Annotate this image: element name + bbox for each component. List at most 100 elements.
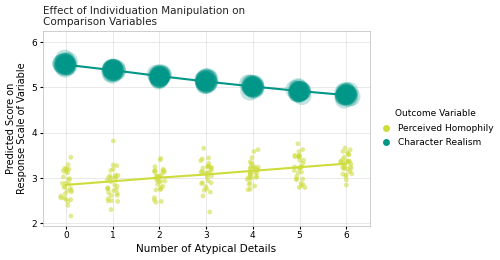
- Point: [160, 170, 168, 174]
- Point: [342, 90, 350, 95]
- X-axis label: Number of Atypical Details: Number of Atypical Details: [136, 244, 276, 255]
- Point: [295, 91, 303, 95]
- Point: [107, 207, 115, 212]
- Point: [347, 162, 355, 166]
- Point: [290, 153, 298, 157]
- Point: [344, 92, 351, 96]
- Point: [156, 71, 164, 75]
- Point: [110, 70, 118, 75]
- Point: [154, 73, 162, 77]
- Point: [340, 161, 348, 165]
- Point: [59, 63, 67, 68]
- Point: [64, 64, 72, 68]
- Point: [294, 154, 302, 159]
- Point: [62, 60, 70, 64]
- Point: [246, 166, 254, 170]
- Point: [112, 187, 120, 192]
- Point: [61, 192, 69, 196]
- Point: [156, 74, 164, 79]
- Point: [249, 86, 257, 90]
- Point: [296, 153, 304, 158]
- Point: [104, 191, 112, 195]
- Point: [106, 168, 114, 173]
- Point: [150, 196, 158, 200]
- Point: [202, 184, 209, 188]
- Point: [197, 170, 205, 174]
- Point: [152, 168, 160, 173]
- Point: [154, 76, 162, 80]
- Point: [208, 168, 216, 172]
- Point: [248, 82, 256, 86]
- Point: [294, 171, 302, 175]
- Point: [156, 73, 164, 77]
- Point: [107, 68, 115, 72]
- Point: [246, 173, 254, 177]
- Point: [204, 81, 212, 85]
- Point: [297, 181, 305, 185]
- Text: Effect of Individuation Manipulation on
Comparison Variables: Effect of Individuation Manipulation on …: [42, 5, 245, 27]
- Point: [339, 157, 347, 161]
- Point: [158, 199, 166, 204]
- Point: [154, 72, 162, 76]
- Point: [104, 176, 112, 180]
- Point: [114, 173, 122, 178]
- Point: [248, 85, 256, 89]
- Point: [290, 168, 298, 172]
- Point: [156, 77, 164, 81]
- Point: [106, 71, 114, 75]
- Point: [298, 177, 306, 181]
- Point: [344, 159, 352, 164]
- Point: [296, 158, 304, 162]
- Point: [342, 94, 350, 98]
- Point: [60, 60, 68, 64]
- Point: [341, 91, 349, 95]
- Point: [108, 68, 116, 72]
- Point: [341, 94, 349, 98]
- Point: [299, 161, 307, 165]
- Point: [64, 199, 72, 204]
- Point: [296, 89, 304, 93]
- Point: [110, 68, 118, 72]
- Point: [252, 174, 260, 179]
- Point: [153, 177, 161, 181]
- Point: [64, 59, 72, 63]
- Point: [202, 187, 210, 191]
- Point: [62, 62, 70, 66]
- Point: [60, 166, 68, 170]
- Point: [106, 180, 114, 184]
- Point: [150, 169, 158, 173]
- Point: [340, 93, 348, 98]
- Point: [200, 81, 208, 85]
- Point: [68, 188, 76, 192]
- Point: [207, 181, 215, 185]
- Point: [298, 184, 306, 188]
- Point: [202, 76, 209, 80]
- Point: [104, 186, 112, 191]
- Point: [251, 86, 259, 90]
- Point: [65, 181, 73, 186]
- Point: [200, 188, 208, 192]
- Point: [157, 185, 165, 189]
- Point: [114, 199, 122, 204]
- Point: [201, 82, 209, 86]
- Point: [247, 176, 255, 180]
- Point: [204, 165, 212, 169]
- Point: [204, 164, 212, 168]
- Point: [112, 69, 120, 73]
- Point: [204, 164, 212, 168]
- Point: [246, 181, 254, 185]
- Point: [156, 158, 164, 162]
- Point: [62, 63, 70, 67]
- Point: [157, 179, 165, 184]
- Point: [345, 159, 353, 164]
- Point: [60, 65, 68, 69]
- Point: [112, 173, 120, 177]
- Point: [250, 88, 258, 92]
- Point: [109, 70, 117, 74]
- Point: [204, 78, 212, 82]
- Point: [208, 165, 216, 170]
- Point: [57, 194, 65, 198]
- Point: [346, 165, 354, 169]
- Point: [299, 183, 307, 187]
- Point: [204, 173, 212, 177]
